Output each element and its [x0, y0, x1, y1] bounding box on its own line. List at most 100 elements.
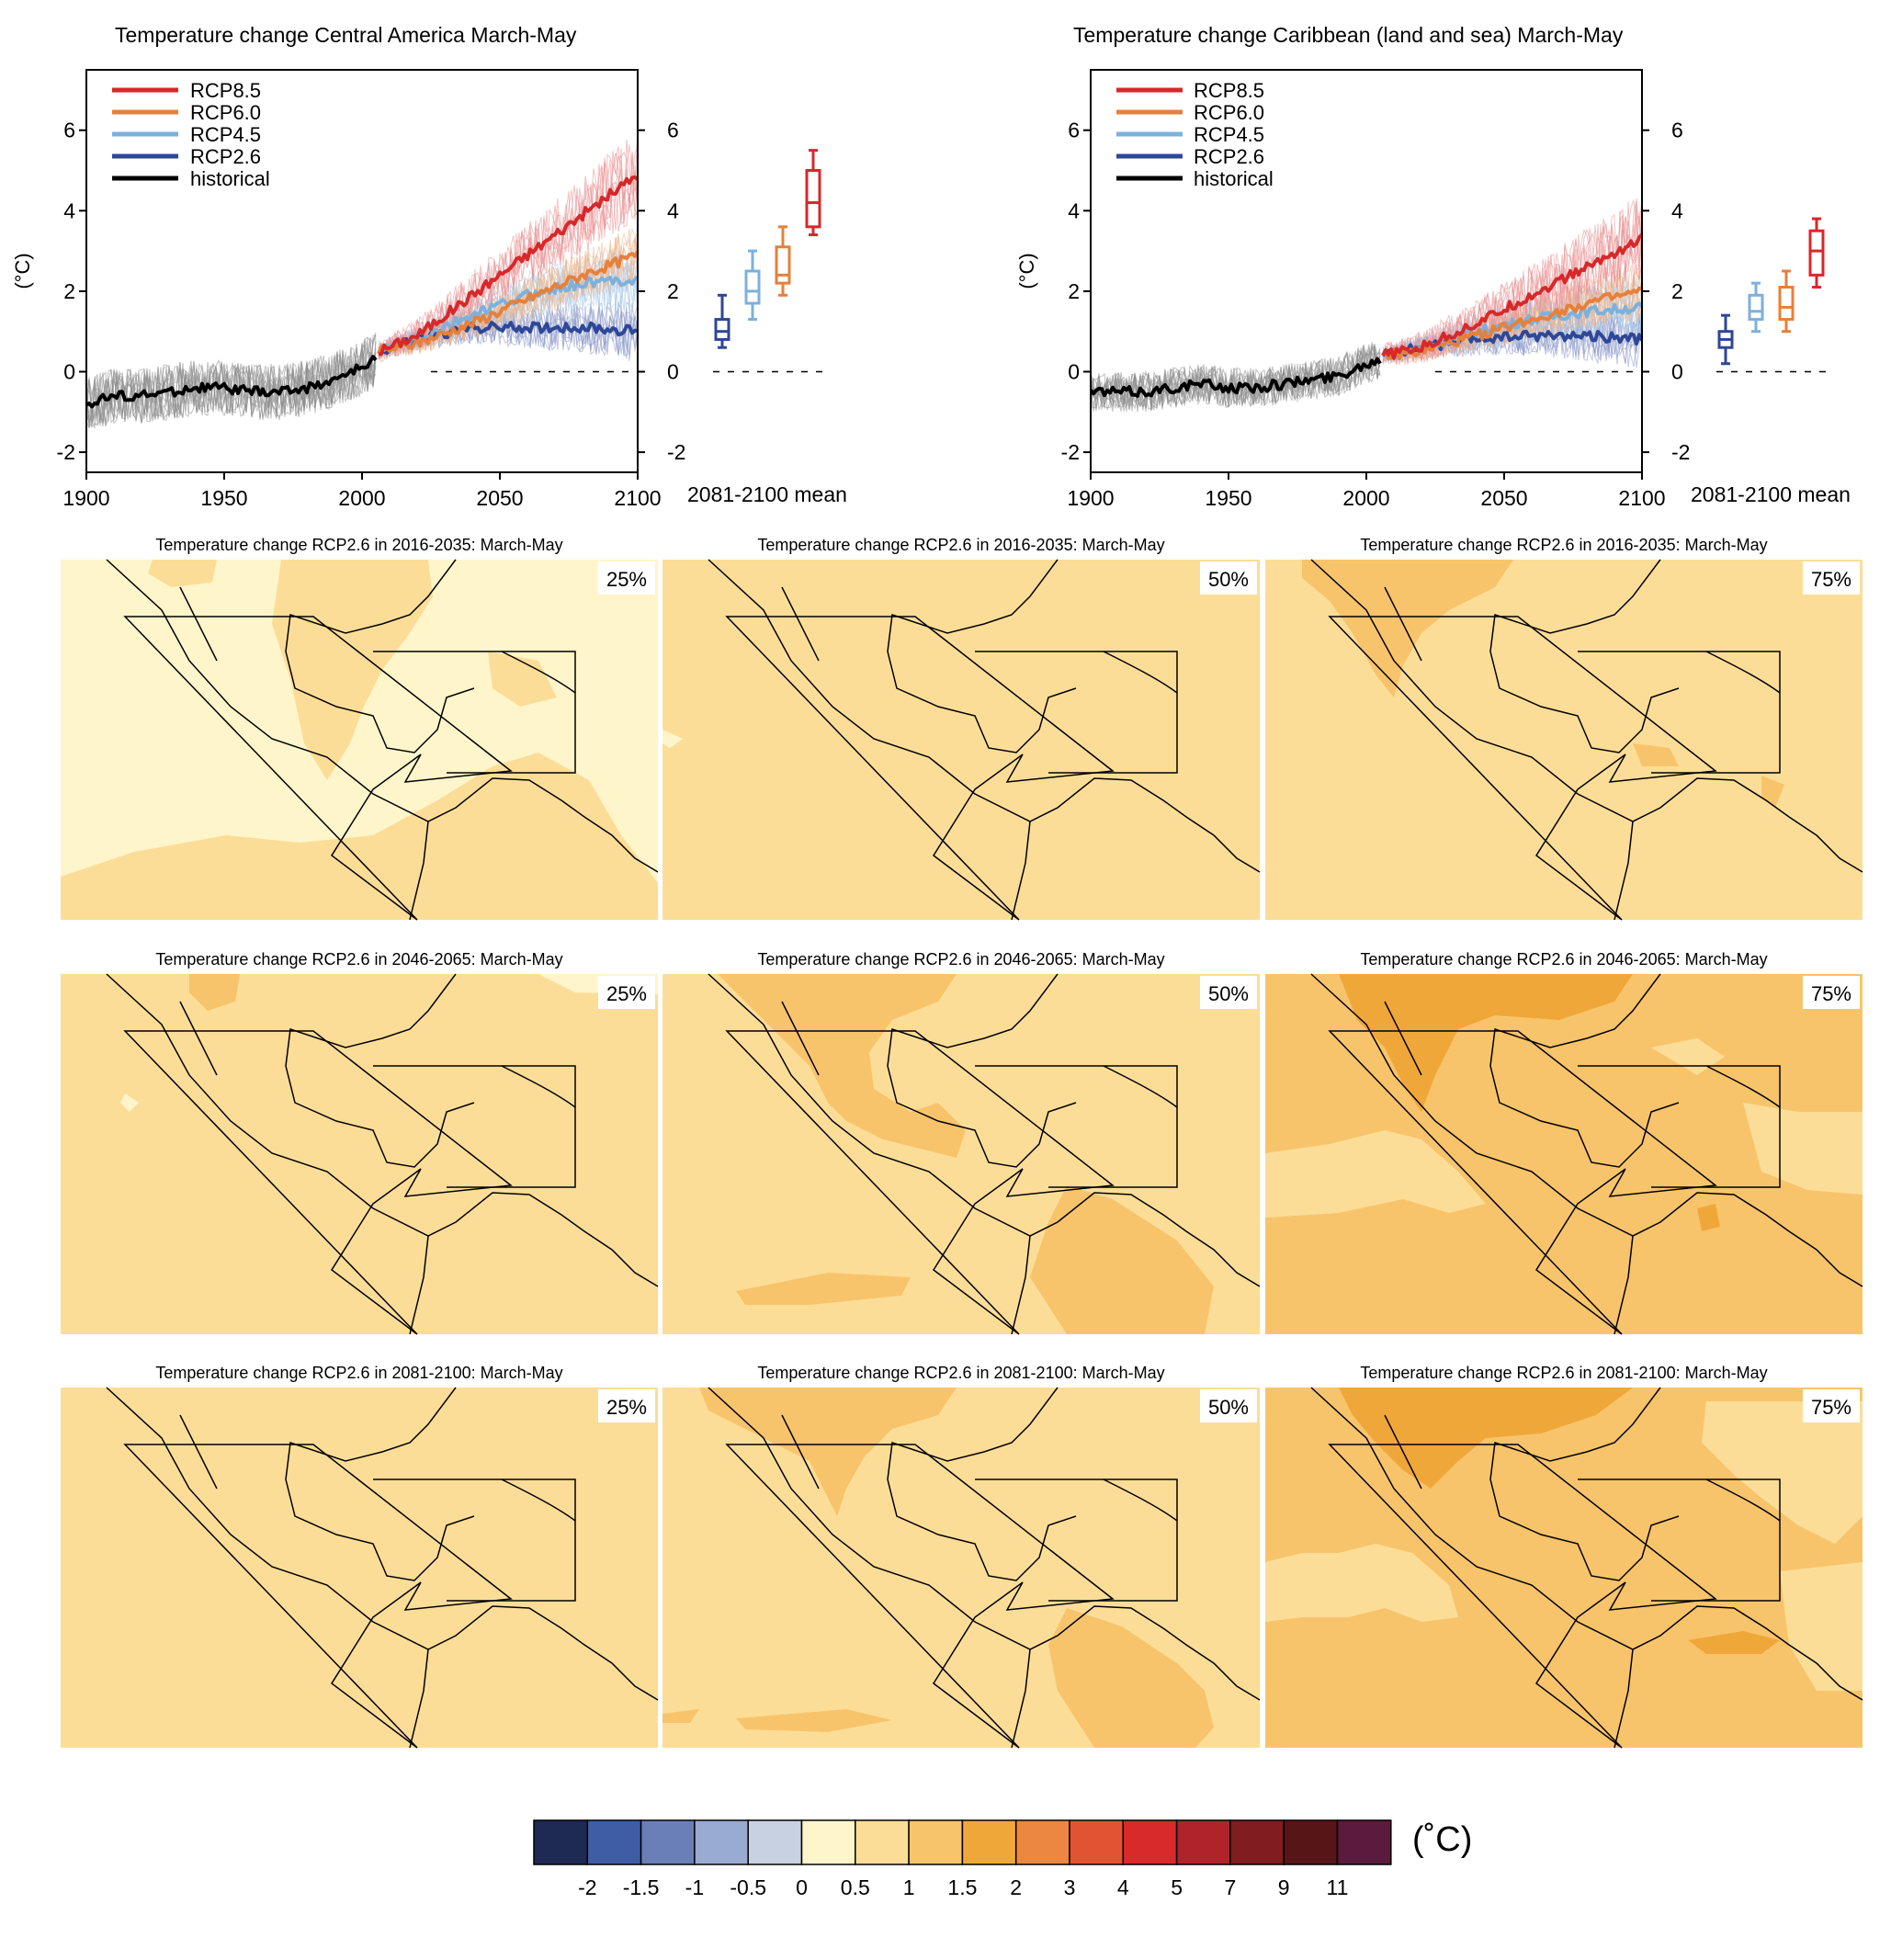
boxplot-rcp26 — [1717, 313, 1734, 366]
colorbar-unit: (˚C) — [1412, 1820, 1472, 1859]
y-tick-label: 0 — [1671, 360, 1683, 384]
region-boxes — [1328, 1030, 1781, 1335]
y-tick-label: 2 — [1671, 279, 1683, 303]
percentile-box — [598, 561, 655, 595]
percentile-label: 25% — [606, 982, 647, 1005]
boxplot-rcp85 — [1808, 217, 1825, 289]
legend: RCP8.5 RCP6.0 RCP4.5 RCP2.6 historical — [1116, 79, 1274, 190]
x-tick-label: 2100 — [1618, 486, 1665, 510]
map-outline — [1310, 973, 1863, 1335]
region-boxes — [123, 1030, 576, 1335]
percentile-label: 50% — [1208, 1396, 1249, 1419]
y-tick-label: 6 — [1671, 119, 1683, 142]
model-run-rcp85 — [378, 128, 638, 359]
contour-region — [718, 974, 966, 1158]
colorbar-label: 2 — [1010, 1875, 1022, 1899]
map-title: Temperature change RCP2.6 in 2081-2100: … — [757, 1364, 1164, 1382]
colorbar-cell — [640, 1819, 696, 1865]
legend-label-rcp45: RCP4.5 — [1194, 123, 1264, 146]
y-tick-label: 6 — [63, 119, 75, 142]
contour-region — [272, 560, 433, 780]
colorbar-label: -2 — [578, 1875, 596, 1899]
contour-region — [61, 753, 658, 920]
contour-region — [1633, 743, 1679, 766]
region-box-caribbean — [373, 651, 576, 774]
contour-region — [1302, 560, 1513, 697]
contour-region — [1265, 1544, 1458, 1622]
contour-region — [1265, 1130, 1486, 1218]
ts-title: Temperature change Central America March… — [115, 23, 577, 47]
colorbar-labels: -2 -1.5 -1 -0.5 0 0.5 1 1.5 2 3 4 5 7 9 11 — [578, 1875, 1348, 1899]
region-box-caribbean — [373, 1478, 576, 1602]
map-title: Temperature change RCP2.6 in 2081-2100: … — [1360, 1364, 1767, 1382]
percentile-label: 25% — [606, 568, 647, 591]
percentile-box — [598, 976, 655, 1009]
model-run-historical — [1091, 345, 1381, 411]
region-box-central-america — [1328, 1030, 1717, 1335]
y-tick-label: 2 — [667, 279, 679, 303]
model-run-historical — [86, 332, 377, 429]
map-panel-r3-p50: 50% — [662, 1387, 1261, 1749]
region-box-central-america — [123, 1030, 513, 1335]
x-tick-label: 2100 — [614, 486, 661, 510]
colorbar: -2 -1.5 -1 -0.5 0 0.5 1 1.5 2 3 4 5 7 9 11 (˚C) — [533, 1819, 1472, 1899]
colorbar-cell — [1336, 1819, 1392, 1865]
colorbar-cell — [533, 1819, 589, 1865]
series-line-rcp60 — [1381, 286, 1642, 361]
region-boxes — [725, 1030, 1178, 1335]
colorbar-label: 3 — [1064, 1875, 1076, 1899]
model-run-historical — [86, 335, 377, 423]
x-tick-label: 2000 — [1342, 486, 1389, 510]
series-line-rcp85 — [378, 175, 638, 357]
x-tick-label: 1900 — [1067, 486, 1114, 510]
colorbar-label: -1.5 — [623, 1875, 660, 1899]
region-box-central-america — [1328, 1444, 1717, 1749]
percentile-box — [1200, 561, 1257, 595]
percentile-box — [1200, 1389, 1257, 1422]
box-axis-label: 2081-2100 mean — [1691, 482, 1851, 506]
ts-y-ticks-right: -2 0 2 4 6 — [638, 119, 685, 464]
legend-label-historical: historical — [190, 167, 270, 190]
percentile-box — [1803, 561, 1860, 595]
colorbar-cell — [747, 1819, 803, 1865]
map-background — [61, 974, 658, 1334]
map-title: Temperature change RCP2.6 in 2046-2065: … — [155, 950, 562, 969]
boxplot-rcp60 — [775, 225, 791, 297]
map-panel-r1-p25: 25% — [61, 559, 659, 921]
percentile-label: 50% — [1208, 568, 1249, 591]
contour-region — [1339, 974, 1633, 1112]
legend-label-historical: historical — [1194, 167, 1274, 190]
series-line-rcp26 — [377, 321, 638, 356]
boxplot-box — [805, 169, 821, 229]
region-boxes — [725, 616, 1178, 921]
colorbar-label: 4 — [1117, 1875, 1129, 1899]
region-box-caribbean — [975, 1065, 1178, 1188]
y-tick-label: 0 — [1068, 360, 1080, 384]
colorbar-cell — [1283, 1819, 1339, 1865]
colorbar-cell — [1122, 1819, 1178, 1865]
model-run-rcp85 — [378, 181, 638, 357]
colorbar-label: 7 — [1225, 1875, 1237, 1899]
ts-y-ticks-left: -2 0 2 4 6 — [1061, 119, 1091, 464]
map-background — [61, 1388, 658, 1748]
contour-region — [1030, 1185, 1214, 1334]
contour-region — [736, 1709, 892, 1732]
y-tick-label: 2 — [63, 279, 75, 303]
contour-region — [148, 560, 217, 587]
boxplot-rcp60 — [1778, 269, 1795, 334]
y-tick-label: -2 — [1061, 440, 1080, 464]
colorbar-cell — [908, 1819, 964, 1865]
ts-plot-area — [1091, 196, 1642, 413]
map-outline — [708, 1387, 1261, 1749]
map-panel-r2-p25: 25% — [61, 973, 659, 1335]
region-box-central-america — [1328, 616, 1717, 921]
map-grid: Temperature change RCP2.6 in 2016-2035: … — [61, 536, 1863, 1749]
y-tick-label: -2 — [1671, 440, 1690, 464]
y-tick-label: 6 — [667, 119, 679, 142]
map-panel-r2-p50: 50% — [662, 973, 1261, 1335]
timeseries-caribbean: Temperature change Caribbean (land and s… — [1015, 23, 1851, 510]
y-tick-label: 4 — [1671, 198, 1683, 222]
region-box-caribbean — [975, 1478, 1178, 1602]
colorbar-cell — [694, 1819, 749, 1865]
